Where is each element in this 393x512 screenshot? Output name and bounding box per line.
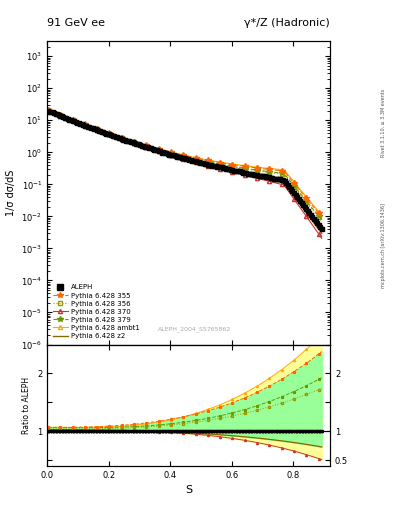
X-axis label: S: S [185, 485, 192, 495]
Text: Rivet 3.1.10, ≥ 3.3M events: Rivet 3.1.10, ≥ 3.3M events [381, 89, 386, 157]
Y-axis label: Ratio to ALEPH: Ratio to ALEPH [22, 377, 31, 434]
Text: 91 GeV ee: 91 GeV ee [47, 18, 105, 28]
Legend: ALEPH, Pythia 6.428 355, Pythia 6.428 356, Pythia 6.428 370, Pythia 6.428 379, P: ALEPH, Pythia 6.428 355, Pythia 6.428 35… [51, 282, 142, 341]
Y-axis label: 1/σ dσ/dS: 1/σ dσ/dS [6, 169, 16, 216]
Text: mcplots.cern.ch [arXiv:1306.3436]: mcplots.cern.ch [arXiv:1306.3436] [381, 203, 386, 288]
Text: γ*/Z (Hadronic): γ*/Z (Hadronic) [244, 18, 330, 28]
Text: ALEPH_2004_S5765862: ALEPH_2004_S5765862 [158, 327, 231, 332]
